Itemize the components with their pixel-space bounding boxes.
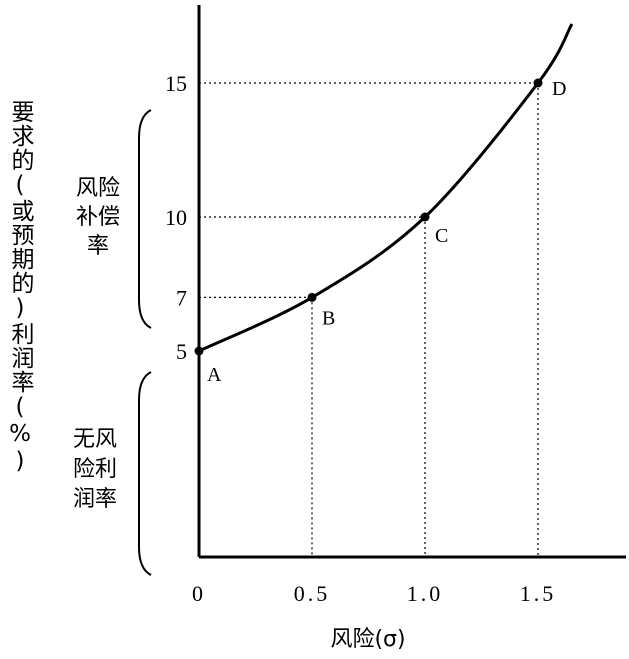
point-d — [533, 78, 543, 88]
risk-premium-bracket — [138, 109, 152, 329]
point-label-d: D — [552, 78, 566, 100]
y-tick-labels: 5 7 10 15 — [165, 71, 187, 364]
y-tick-label: 5 — [176, 339, 187, 364]
point-b — [307, 292, 317, 302]
risk-premium-annotation: 风险 补偿 率 — [76, 176, 120, 259]
y-tick-label: 15 — [165, 71, 187, 96]
risk-premium-line-1: 风险 — [76, 176, 120, 201]
risk-premium-line-2: 补偿 — [76, 205, 120, 230]
risk-free-line-1: 无风 — [73, 427, 117, 452]
x-tick-label: 0.5 — [294, 581, 331, 606]
y-tick-label: 10 — [165, 205, 187, 230]
risk-free-bracket — [138, 371, 152, 576]
y-tick-label: 7 — [176, 285, 187, 310]
x-tick-label: 1.0 — [407, 581, 444, 606]
risk-free-annotation: 无风 险利 润率 — [73, 427, 117, 512]
y-axis-label: 要求的(或预期的)利润率(%) — [7, 100, 35, 475]
risk-free-line-2: 险利 — [73, 457, 117, 482]
guide-lines — [199, 82, 539, 557]
x-axis-label: 风险(σ) — [330, 627, 405, 652]
point-label-b: B — [322, 307, 335, 329]
required-return-curve — [198, 23, 574, 353]
point-c — [420, 212, 430, 222]
x-tick-label: 1.5 — [520, 581, 557, 606]
risk-premium-line-3: 率 — [87, 234, 109, 259]
data-points: A B C D — [194, 78, 566, 386]
risk-free-line-3: 润率 — [73, 487, 117, 512]
axes — [197, 5, 626, 559]
point-label-a: A — [207, 364, 222, 386]
x-tick-label: 0 — [192, 581, 206, 606]
x-tick-labels: 0 0.5 1.0 1.5 — [192, 581, 557, 606]
point-a — [194, 346, 204, 356]
point-label-c: C — [435, 225, 448, 247]
